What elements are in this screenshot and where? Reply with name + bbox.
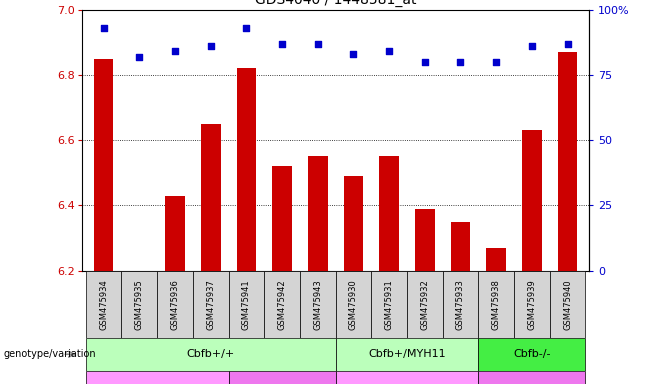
Text: GSM475942: GSM475942 [278, 279, 287, 329]
Point [455, 59, 466, 65]
Point [170, 48, 180, 55]
Text: GSM475943: GSM475943 [313, 279, 322, 330]
Point [562, 40, 572, 46]
Bar [371, 271, 407, 338]
Text: GSM475940: GSM475940 [563, 279, 572, 329]
Point [313, 40, 323, 46]
Bar [451, 222, 470, 271]
Bar [514, 271, 549, 338]
Bar [201, 124, 220, 271]
Point [277, 40, 288, 46]
Bar [228, 271, 265, 338]
Bar [549, 271, 586, 338]
Bar [336, 271, 371, 338]
Point [205, 43, 216, 49]
Bar [237, 68, 256, 271]
Text: Cbfb-/-: Cbfb-/- [513, 349, 551, 359]
Bar [265, 271, 300, 338]
Bar [407, 271, 443, 338]
Bar [336, 338, 478, 371]
Bar [415, 209, 434, 271]
Title: GDS4040 / 1448581_at: GDS4040 / 1448581_at [255, 0, 417, 7]
Bar [478, 271, 514, 338]
Bar [308, 157, 328, 271]
Bar [86, 338, 336, 371]
Text: GSM475941: GSM475941 [242, 279, 251, 329]
Text: Cbfb+/+: Cbfb+/+ [187, 349, 235, 359]
Point [134, 53, 145, 60]
Point [99, 25, 109, 31]
Text: GSM475935: GSM475935 [135, 279, 144, 330]
Point [420, 59, 430, 65]
Bar [379, 157, 399, 271]
Bar [193, 271, 228, 338]
Text: GSM475934: GSM475934 [99, 279, 108, 330]
Bar [94, 59, 113, 271]
Bar [228, 371, 336, 384]
Point [526, 43, 537, 49]
Bar [478, 338, 586, 371]
Bar [336, 371, 478, 384]
Bar [86, 371, 228, 384]
Text: genotype/variation: genotype/variation [3, 349, 96, 359]
Text: GSM475936: GSM475936 [170, 279, 180, 330]
Text: GSM475937: GSM475937 [206, 279, 215, 330]
Bar [478, 371, 586, 384]
Point [491, 59, 501, 65]
Bar [558, 52, 577, 271]
Bar [165, 196, 185, 271]
Text: GSM475930: GSM475930 [349, 279, 358, 330]
Bar [122, 271, 157, 338]
Point [348, 51, 359, 57]
Bar [86, 271, 122, 338]
Text: GSM475932: GSM475932 [420, 279, 429, 330]
Text: Cbfb+/MYH11: Cbfb+/MYH11 [368, 349, 445, 359]
Text: GSM475933: GSM475933 [456, 279, 465, 330]
Bar [272, 166, 292, 271]
Bar [522, 131, 542, 271]
Bar [300, 271, 336, 338]
Text: GSM475938: GSM475938 [492, 279, 501, 330]
Bar [343, 176, 363, 271]
Text: GSM475931: GSM475931 [384, 279, 393, 330]
Text: GSM475939: GSM475939 [527, 279, 536, 330]
Bar [486, 248, 506, 271]
Point [241, 25, 251, 31]
Bar [443, 271, 478, 338]
Bar [157, 271, 193, 338]
Point [384, 48, 394, 55]
